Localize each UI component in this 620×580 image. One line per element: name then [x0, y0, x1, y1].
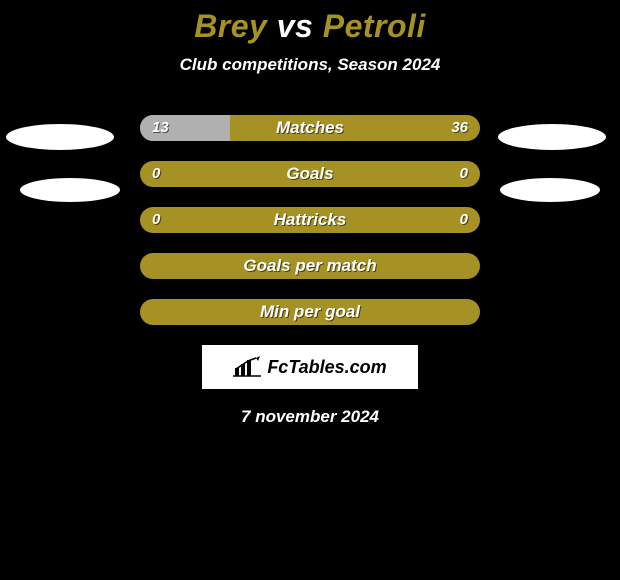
stat-label: Goals per match: [140, 253, 480, 279]
page-title: Brey vs Petroli: [0, 0, 620, 45]
logo-text: FcTables.com: [267, 357, 386, 378]
vs-text: vs: [277, 8, 314, 44]
subtitle: Club competitions, Season 2024: [0, 55, 620, 75]
stat-value-right: 36: [451, 115, 468, 141]
stat-row: Min per goal: [0, 299, 620, 325]
stat-value-left: 0: [152, 207, 160, 233]
chart-icon: [233, 356, 261, 378]
logo-box: FcTables.com: [202, 345, 418, 389]
stat-value-left: 13: [152, 115, 169, 141]
stat-row: Goals0 0: [0, 161, 620, 187]
stat-row: Matches13 36: [0, 115, 620, 141]
stat-label: Goals: [140, 161, 480, 187]
logo-inner: FcTables.com: [233, 356, 386, 378]
stat-value-right: 0: [460, 161, 468, 187]
stat-label: Hattricks: [140, 207, 480, 233]
player2-name: Petroli: [323, 8, 426, 44]
stat-value-right: 0: [460, 207, 468, 233]
player1-name: Brey: [194, 8, 267, 44]
stat-label: Matches: [140, 115, 480, 141]
stat-value-left: 0: [152, 161, 160, 187]
stat-row: Hattricks0 0: [0, 207, 620, 233]
footer-date: 7 november 2024: [0, 407, 620, 427]
stat-row: Goals per match: [0, 253, 620, 279]
stat-label: Min per goal: [140, 299, 480, 325]
